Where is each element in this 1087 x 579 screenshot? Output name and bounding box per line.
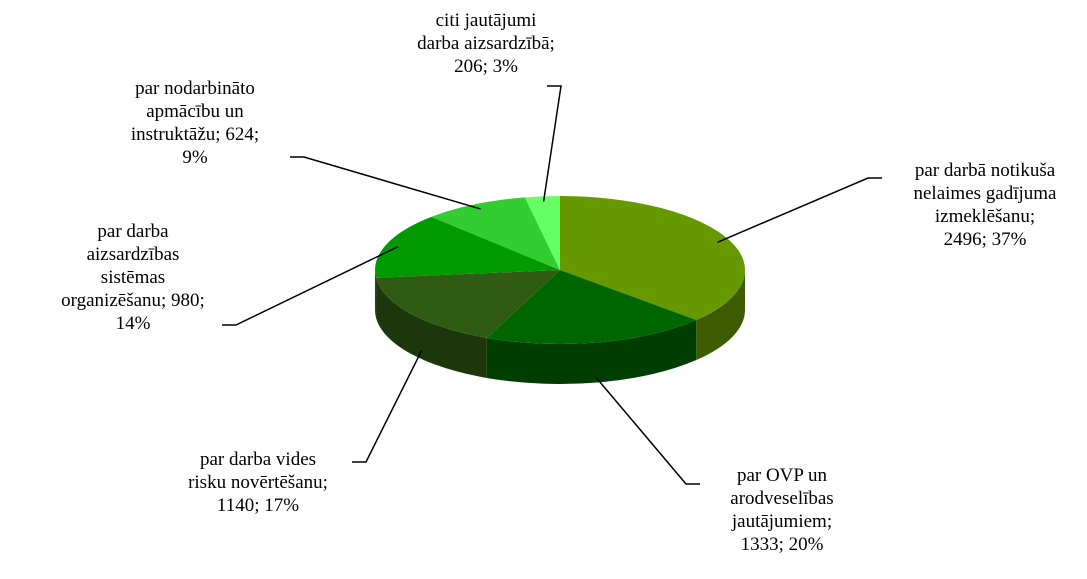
data-label-line: par darbā notikuša xyxy=(915,160,1056,181)
data-label-line: sistēmas xyxy=(101,267,165,288)
data-label: par darba aizsardzības sistēmas organizēšan… xyxy=(61,221,205,334)
data-label-line: par OVP un xyxy=(737,465,828,486)
data-label-line: 14% xyxy=(116,313,151,334)
slice-side xyxy=(375,270,377,318)
leader-line xyxy=(542,85,562,202)
leader-line xyxy=(595,376,700,485)
slice xyxy=(524,196,560,270)
slice-side xyxy=(376,277,487,378)
data-label: par OVP un arodveselības jautājumiem; 1333;… xyxy=(730,465,833,555)
data-label-line: risku novērtēšanu; xyxy=(188,472,328,493)
data-label-line: 206; 3% xyxy=(454,56,518,77)
data-label-line: 1140; 17% xyxy=(217,495,299,516)
data-label: par darba vides risku novērtēšanu; 1140; 1… xyxy=(188,449,328,516)
slice xyxy=(560,196,746,321)
data-label: par darbā notikuša nelaimes gadījuma izmek… xyxy=(914,160,1058,250)
data-label: par nodarbināto apmācību un instruktāžu; 6… xyxy=(131,78,259,168)
data-label-line: 9% xyxy=(182,147,208,168)
data-label-line: jautājumiem; xyxy=(731,511,832,532)
leader-line xyxy=(352,350,423,463)
data-label: citi jautājumi darba aizsardzībā; 206; 3% xyxy=(417,10,555,77)
data-label-line: darba aizsardzībā; xyxy=(417,33,555,54)
data-label-line: aizsardzības xyxy=(87,244,180,265)
slice-side xyxy=(486,320,697,385)
leader-line xyxy=(717,177,882,244)
data-label-line: organizēšanu; 980; xyxy=(61,290,205,311)
data-label-line: 1333; 20% xyxy=(741,534,824,555)
data-label-line: par darba xyxy=(97,221,169,242)
slice-side xyxy=(696,270,745,361)
data-label-line: par nodarbināto xyxy=(135,78,255,99)
slice xyxy=(376,270,560,338)
data-label-line: 2496; 37% xyxy=(944,229,1027,250)
data-label-line: izmeklēšanu; xyxy=(935,206,1035,227)
slice xyxy=(431,197,560,270)
data-label-line: citi jautājumi xyxy=(436,10,537,31)
data-label-line: apmācību un xyxy=(146,101,244,122)
data-label-line: nelaimes gadījuma xyxy=(914,183,1058,204)
leader-line xyxy=(222,245,399,326)
data-label-line: arodveselības xyxy=(730,488,833,509)
data-label-line: par darba vides xyxy=(200,449,316,470)
leader-line xyxy=(290,156,481,210)
data-label-line: instruktāžu; 624; xyxy=(131,124,259,145)
slice xyxy=(374,216,560,278)
slice xyxy=(486,270,697,345)
